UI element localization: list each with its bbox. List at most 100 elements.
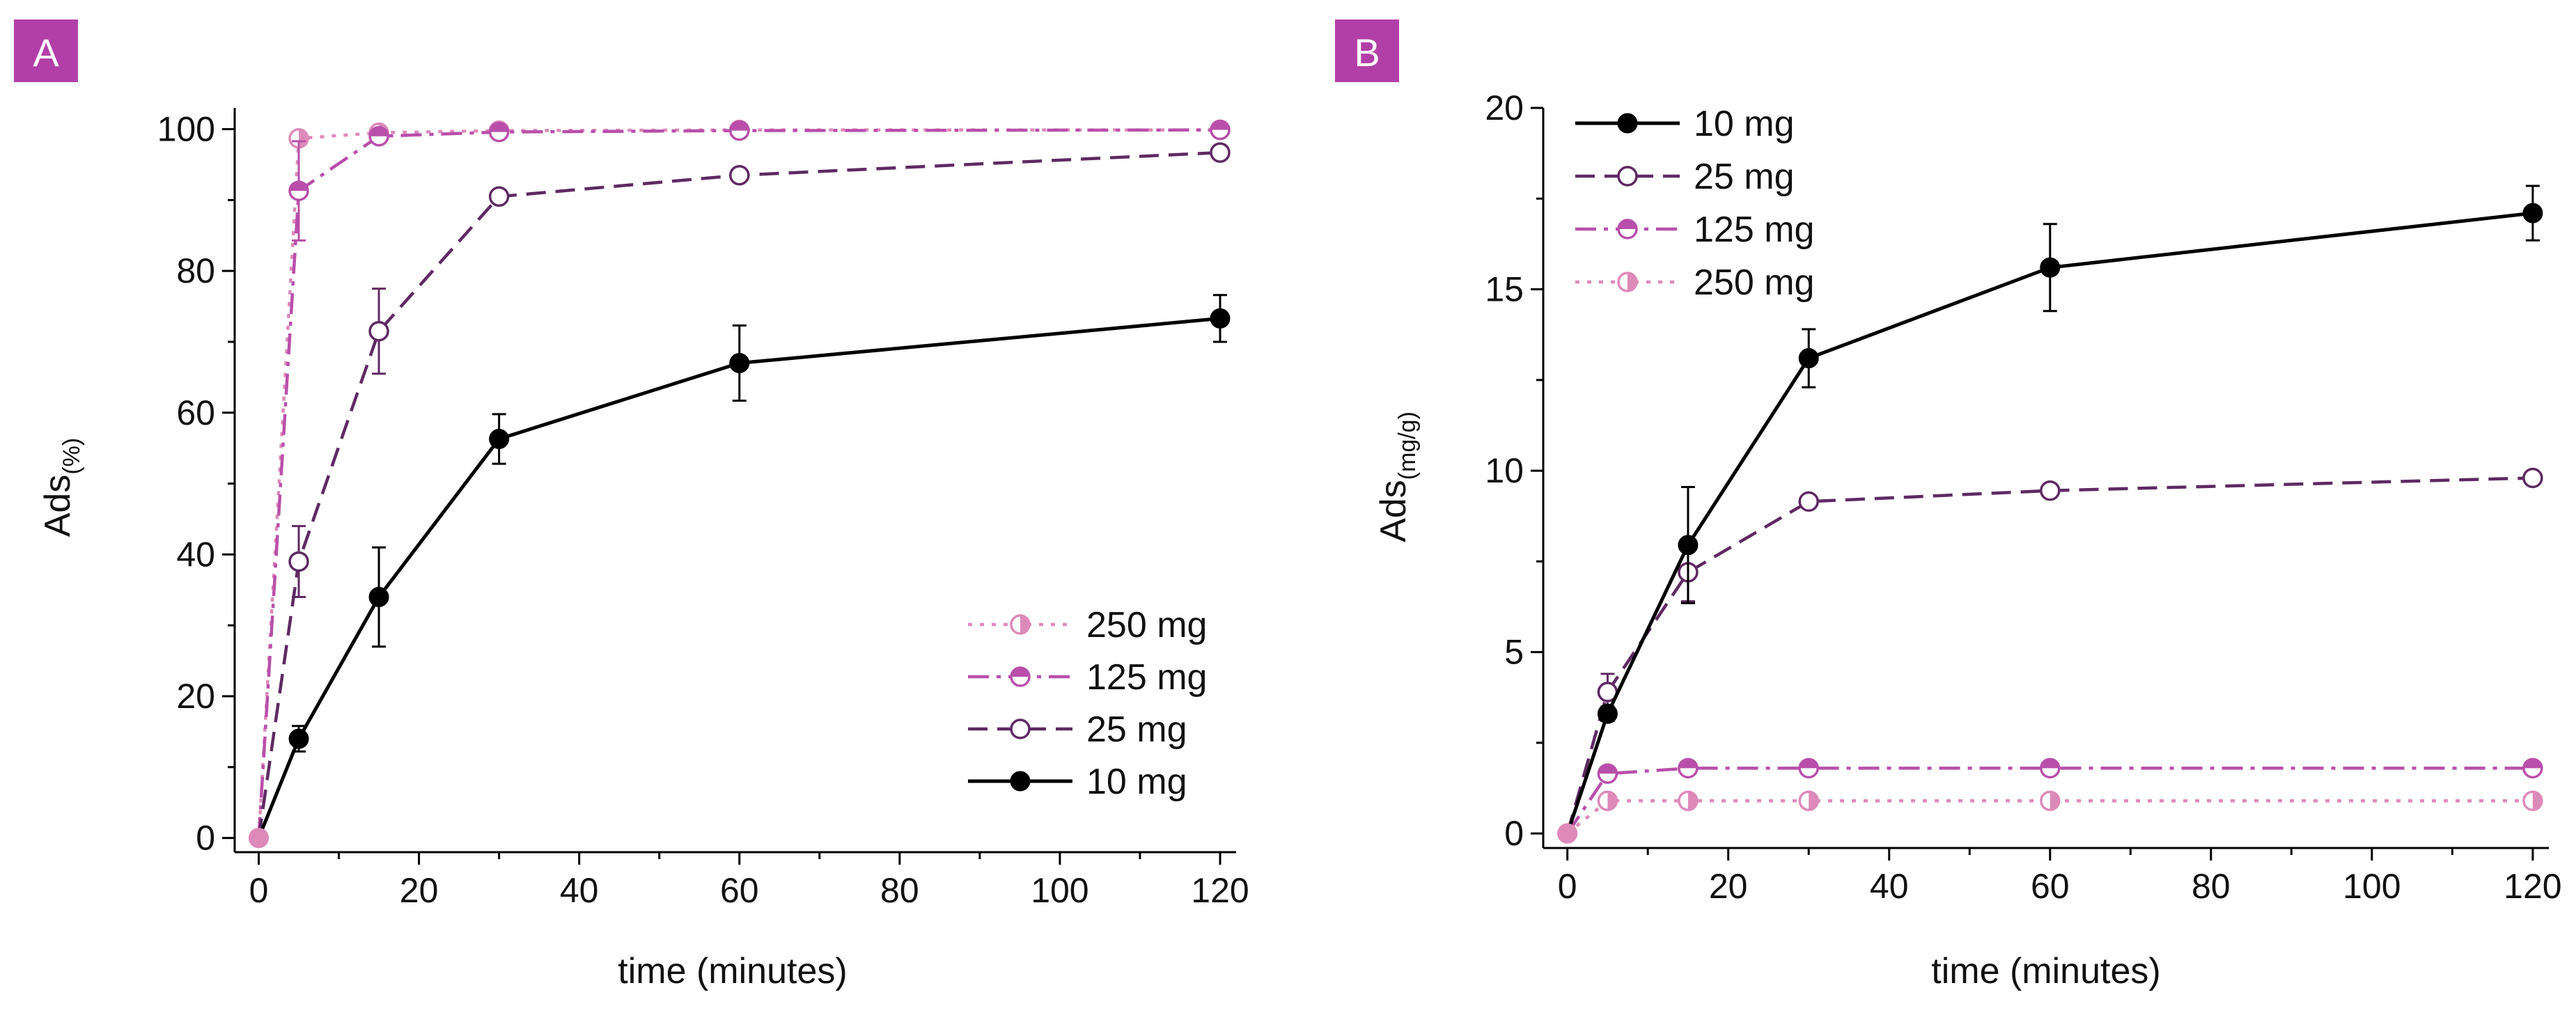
panel-b-x-tick-label: 100 — [2343, 867, 2401, 906]
panel-b-legend: 10 mg 25 mg 125 mg 250 mg — [1575, 104, 1814, 303]
panel-b-x-tick-label: 0 — [1558, 867, 1577, 906]
panel-a-data-point-125-mg — [368, 125, 389, 147]
panel-a-legend-marker-250-mg-ring — [1010, 614, 1031, 635]
panel-b-data-point-250-mg — [2040, 790, 2061, 812]
panel-a-y-tick-label: 40 — [176, 535, 215, 574]
panel-b-legend-marker-10-mg — [1617, 113, 1638, 134]
panel-a-legend-item-10-mg: 10 mg — [968, 762, 1187, 802]
panel-b-data-point-125-mg-ring — [2522, 757, 2543, 779]
panel-a-y-tick-label: 60 — [176, 393, 215, 432]
panel-a-data-point-10-mg — [729, 353, 750, 374]
panel-b-series-10-mg — [1557, 184, 2543, 844]
panel-a-y-tick-label: 0 — [196, 819, 215, 858]
panel-a-series-25-mg — [249, 142, 1231, 849]
panel-b-data-point-125-mg — [2040, 757, 2061, 779]
panel-b-data-point-10-mg — [1597, 703, 1618, 724]
panel-b-data-point-125-mg — [1798, 757, 1819, 779]
panel-b-data-point-250-mg — [1798, 790, 1819, 812]
panel-a-data-point-10-mg — [249, 828, 270, 849]
panel-b-data-point-10-mg — [1557, 823, 1578, 844]
panel-b-x-tick-label: 20 — [1709, 867, 1748, 906]
panel-b-legend-item-10-mg: 10 mg — [1575, 104, 1795, 144]
panel-a-legend-item-125-mg: 125 mg — [968, 657, 1207, 698]
panel-a-data-point-125-mg-ring — [368, 125, 389, 147]
panel-b-y-tick-label: 20 — [1485, 88, 1524, 127]
panel-b-series-line-125-mg — [1566, 767, 2533, 835]
panel-b-y-tick-label: 10 — [1485, 451, 1524, 490]
panel-b-data-point-250-mg-ring — [2040, 790, 2061, 812]
panel-a-x-tick-label: 100 — [1031, 871, 1088, 910]
panel-b-legend-marker-125-mg — [1617, 219, 1638, 239]
panel-b-data-point-10-mg — [1678, 535, 1699, 556]
panel-a-series-line-10-mg — [257, 316, 1221, 839]
panel-a-legend-marker-25-mg — [1010, 718, 1031, 739]
panel-b-data-point-10-mg — [2522, 203, 2543, 223]
panel-b-legend-label-250-mg: 250 mg — [1694, 262, 1814, 303]
panel-b-x-tick-label: 120 — [2504, 867, 2561, 906]
panel-b-data-point-125-mg-ring — [2040, 757, 2061, 779]
panel-b-data-point-125-mg-ring — [1678, 757, 1699, 779]
panel-a-data-point-125-mg-ring — [1210, 119, 1231, 141]
panel-b-data-point-125-mg — [1597, 763, 1618, 784]
panel-b-legend-marker-125-mg-ring — [1617, 219, 1638, 239]
panel-a-series-250-mg — [249, 119, 1231, 849]
panel-b-y-axis-title-main: Ads — [1373, 480, 1414, 542]
panel-a-y-tick-label: 80 — [176, 251, 215, 290]
panel-b-y-axis-title: Ads(mg/g) — [1373, 411, 1421, 542]
panel-a-legend-item-25-mg: 25 mg — [968, 709, 1187, 750]
panel-b-data-point-10-mg — [1798, 348, 1819, 369]
panel-a-series-10-mg — [249, 294, 1231, 849]
panel-b-legend-item-250-mg: 250 mg — [1575, 262, 1814, 303]
panel-a-data-point-125-mg — [729, 120, 750, 141]
panel-b-legend-marker-250-mg — [1617, 272, 1638, 292]
panel-b-data-point-10-mg — [2040, 257, 2061, 278]
panel-b-x-tick-label: 40 — [1870, 867, 1909, 906]
panel-a-y-tick-label: 20 — [176, 677, 215, 716]
panel-a-x-tick-label: 120 — [1191, 871, 1249, 910]
panel-a-y-axis-title-main: Ads — [38, 475, 78, 537]
panel-b-data-point-125-mg — [2522, 757, 2543, 779]
panel-a-data-point-250-mg — [288, 128, 309, 149]
panel-a-legend-marker-125-mg-ring — [1010, 666, 1031, 687]
panel-b-data-point-250-mg-ring — [1597, 790, 1618, 812]
panel-b-series-line-250-mg — [1566, 799, 2533, 835]
panel-b-data-point-250-mg-ring — [1798, 790, 1819, 812]
panel-a-x-tick-label: 40 — [560, 871, 599, 910]
panel-a-legend-label-25-mg: 25 mg — [1086, 709, 1187, 750]
panel-a-data-point-10-mg — [1210, 308, 1231, 329]
panel-b-y-axis-title-sub: (mg/g) — [1394, 411, 1421, 480]
panel-b-y-tick-label: 15 — [1485, 270, 1524, 309]
panel-a-x-tick-label: 80 — [880, 871, 919, 910]
panel-a-y-axis-title: Ads(%) — [38, 438, 85, 537]
panel-a-legend: 250 mg 125 mg 25 mg 10 mg — [968, 605, 1207, 802]
panel-b-badge — [1335, 19, 1399, 82]
panel-b-legend-item-25-mg: 25 mg — [1575, 157, 1795, 197]
panel-a-y-tick-label: 100 — [157, 110, 215, 149]
panel-b-legend-label-125-mg: 125 mg — [1694, 210, 1814, 250]
panel-a-data-point-10-mg — [368, 586, 389, 607]
panel-b-data-point-250-mg-ring — [2522, 790, 2543, 812]
panel-a-legend-item-250-mg: 250 mg — [968, 605, 1207, 645]
panel-a-x-tick-label: 20 — [400, 871, 439, 910]
panel-a-x-tick-label: 60 — [720, 871, 759, 910]
panel-a-y-axis-title-sub: (%) — [58, 438, 85, 475]
panel-a-letter: A — [33, 31, 59, 74]
panel-b-legend-label-25-mg: 25 mg — [1694, 157, 1795, 197]
panel-a-legend-label-125-mg: 125 mg — [1086, 657, 1207, 698]
panel-a-data-point-125-mg — [488, 121, 510, 143]
panel-a-data-point-125-mg-ring — [729, 120, 750, 141]
panel-b-data-point-250-mg — [1597, 790, 1618, 812]
panel-a-data-point-25-mg — [729, 164, 750, 186]
panel-b: B 0 20 40 60 80 100 120 0 5 10 15 20 10 mg 25 mg 125 m… — [1335, 19, 2562, 991]
panel-b-series-250-mg — [1557, 790, 2543, 844]
panel-b-plot: 0 20 40 60 80 100 120 0 5 10 15 20 10 mg 25 mg 125 mg 2… — [1485, 88, 2561, 906]
panel-b-data-point-25-mg — [1798, 491, 1819, 512]
panel-a-data-point-25-mg — [368, 320, 389, 342]
panel-a-data-point-25-mg — [288, 551, 309, 572]
panel-a-data-point-10-mg — [288, 728, 309, 749]
panel-a: A 0 20 40 60 80 100 120 0 20 40 60 80 100 250 mg 125 m… — [14, 19, 1249, 991]
panel-a-data-point-25-mg — [1210, 142, 1231, 163]
panel-b-series-125-mg — [1557, 757, 2543, 844]
